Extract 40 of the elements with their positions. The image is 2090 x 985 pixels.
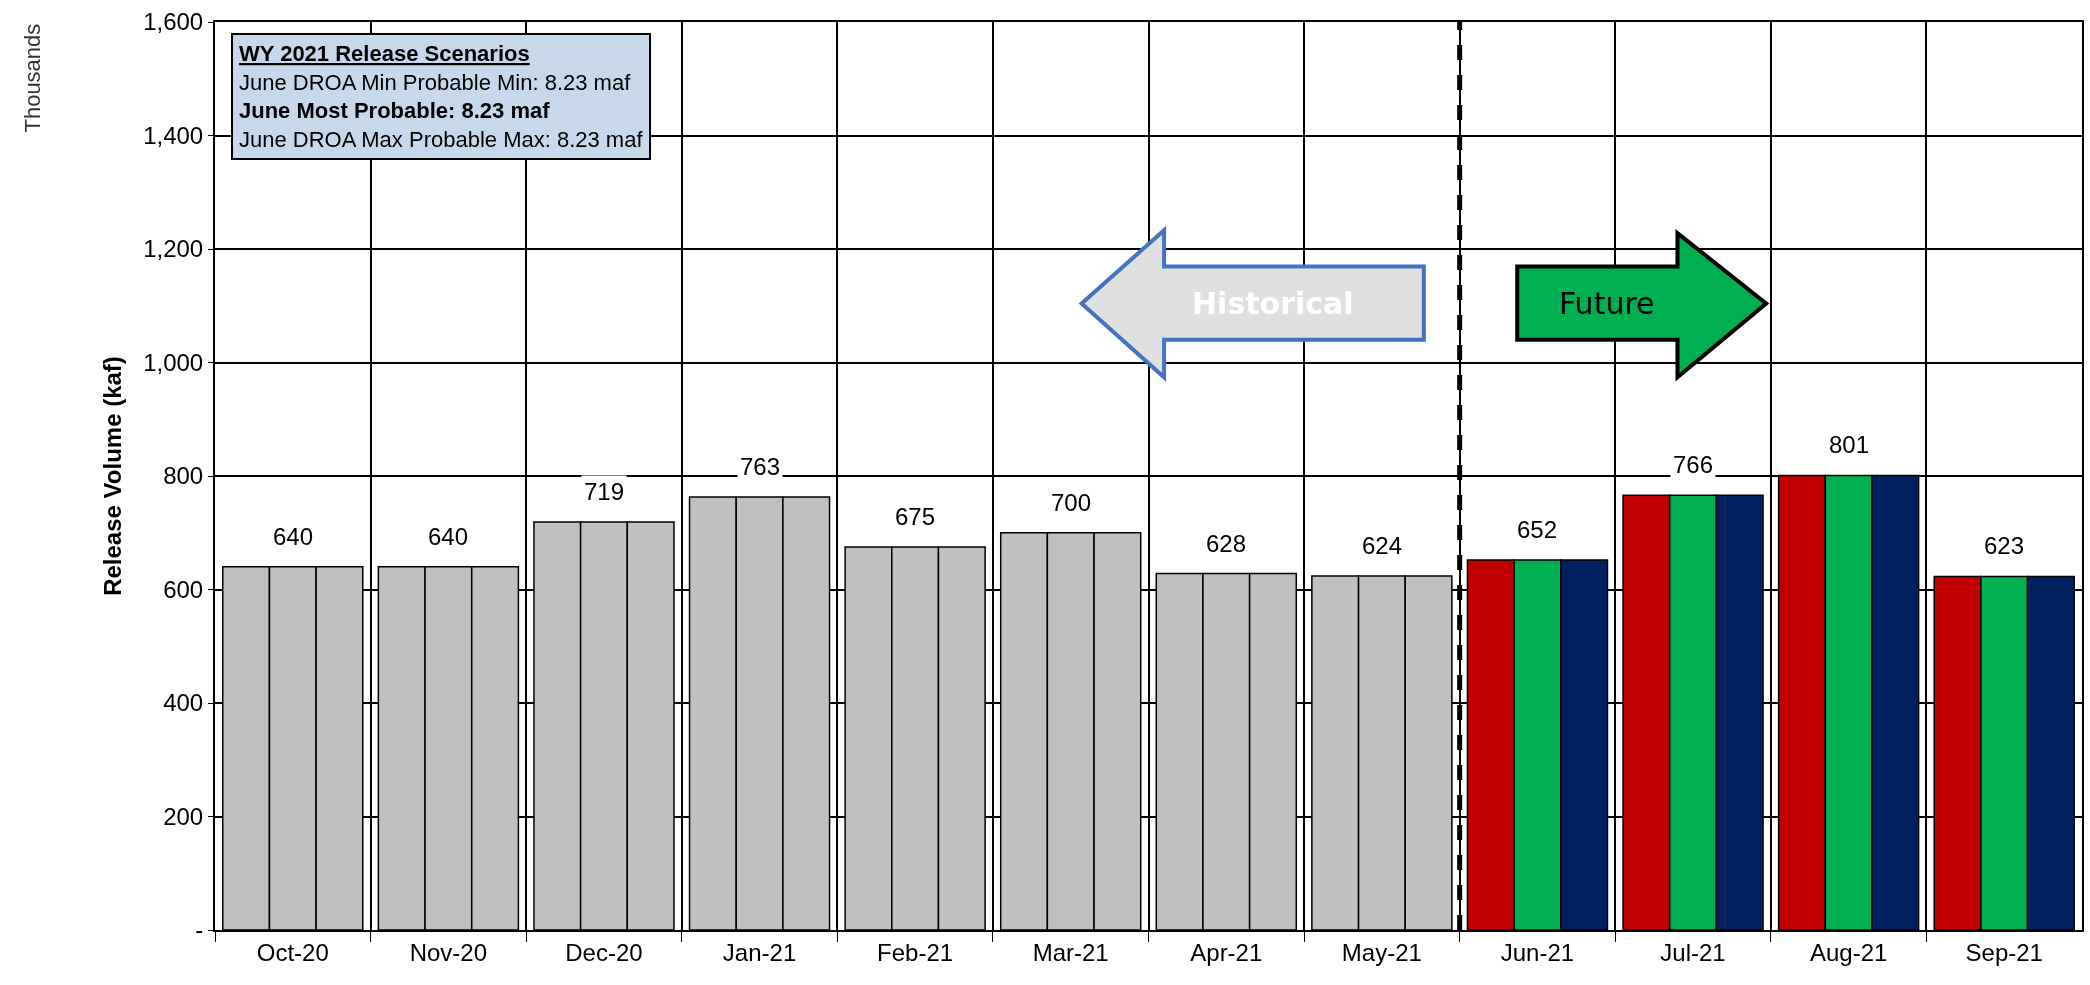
y-tick-label: 1,000	[143, 348, 204, 376]
y-tick-label: 600	[163, 575, 204, 603]
x-tick-label: Jan-21	[722, 938, 797, 966]
data-label: 628	[1206, 530, 1247, 557]
text: Thousands	[19, 23, 45, 133]
annotation: Future	[1559, 286, 1655, 321]
x-tick-label: Dec-20	[565, 938, 643, 966]
annotation: June Most Probable: 8.23 maf	[239, 98, 551, 124]
y-tick-label: 200	[163, 802, 204, 830]
data-label: 623	[1984, 532, 2025, 559]
data-label: 719	[584, 478, 625, 505]
annotation: WY 2021 Release Scenarios	[239, 41, 530, 66]
annotation: June DROA Max Probable Max: 8.23 maf	[239, 126, 644, 152]
x-tick-label: Jul-21	[1660, 938, 1726, 966]
y-axis-title: Release Volume (kaf)	[98, 356, 126, 596]
y-tick-label: 800	[163, 462, 204, 490]
y-tick-label: 400	[163, 689, 204, 717]
data-label: 652	[1517, 516, 1558, 543]
x-tick-label: Apr-21	[1190, 938, 1263, 966]
data-label: 801	[1829, 431, 1870, 458]
x-tick-label: Aug-21	[1809, 938, 1888, 966]
data-label: 763	[740, 453, 781, 480]
y-tick-label: -	[195, 916, 204, 944]
data-label: 766	[1673, 451, 1714, 478]
x-tick-label: Jun-21	[1500, 938, 1575, 966]
data-label: 624	[1362, 532, 1403, 559]
x-tick-label: Oct-20	[256, 938, 329, 966]
y-tick-label: 1,400	[143, 121, 204, 149]
data-label: 640	[273, 523, 314, 550]
data-label: 640	[428, 523, 469, 550]
x-tick-label: Feb-21	[877, 938, 954, 966]
y-tick-label: 1,600	[143, 8, 204, 36]
data-label: 700	[1051, 489, 1092, 516]
x-tick-label: Mar-21	[1032, 938, 1109, 966]
x-tick-label: Nov-20	[409, 938, 488, 966]
data-label: 675	[895, 503, 936, 530]
x-tick-label: Sep-21	[1965, 938, 2043, 966]
y-tick-label: 1,200	[143, 235, 204, 263]
annotation: June DROA Min Probable Min: 8.23 maf	[239, 69, 632, 95]
x-tick-label: May-21	[1341, 938, 1422, 966]
